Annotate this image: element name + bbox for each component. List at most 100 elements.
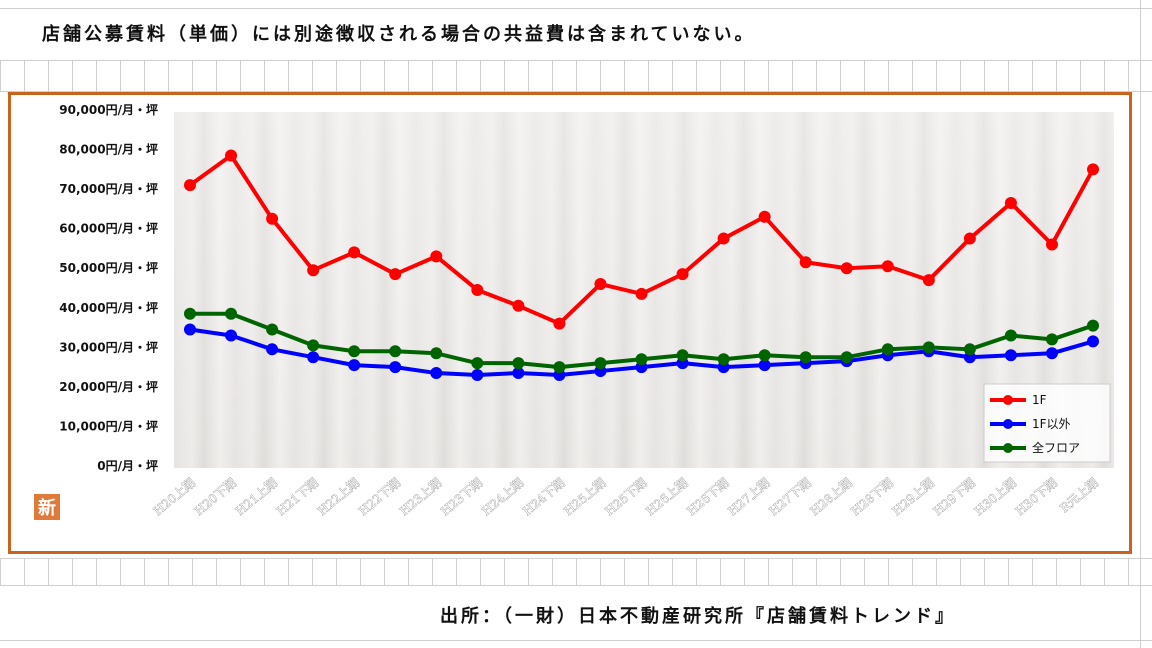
x-tick-label: H29上期 bbox=[890, 476, 937, 519]
data-point bbox=[1004, 196, 1017, 209]
x-tick-label: H28下期 bbox=[849, 476, 896, 519]
data-point bbox=[922, 341, 935, 354]
data-point bbox=[1045, 347, 1058, 360]
data-point bbox=[430, 367, 443, 380]
data-point bbox=[307, 264, 320, 277]
x-tick-label: H22上期 bbox=[315, 476, 362, 519]
data-point bbox=[676, 268, 689, 281]
y-tick-label: 0円/月・坪 bbox=[97, 459, 158, 473]
data-point bbox=[717, 353, 730, 366]
legend-label: 1F bbox=[1032, 393, 1047, 407]
data-point bbox=[1004, 349, 1017, 362]
x-tick-label: H21上期 bbox=[233, 476, 280, 519]
data-point bbox=[512, 299, 525, 312]
y-tick-label: 50,000円/月・坪 bbox=[59, 261, 158, 275]
data-point bbox=[348, 246, 361, 259]
data-point bbox=[266, 323, 279, 336]
legend-item: 1F以外 bbox=[990, 417, 1071, 431]
x-tick-label: H29下期 bbox=[931, 476, 978, 519]
data-point bbox=[1087, 319, 1099, 332]
series-layer bbox=[184, 149, 1099, 382]
sheet-line bbox=[0, 8, 1152, 9]
data-point bbox=[758, 210, 771, 223]
x-tick-label: H28上期 bbox=[808, 476, 855, 519]
data-point bbox=[471, 357, 484, 370]
legend-item: 全フロア bbox=[990, 440, 1080, 455]
y-tick-label: 80,000円/月・坪 bbox=[59, 143, 158, 157]
y-tick-label: 30,000円/月・坪 bbox=[59, 340, 158, 354]
data-point bbox=[1087, 163, 1099, 176]
x-tick-label: H23上期 bbox=[397, 476, 444, 519]
legend-marker bbox=[1003, 443, 1013, 453]
y-tick-label: 60,000円/月・坪 bbox=[59, 222, 158, 236]
data-point bbox=[471, 283, 484, 296]
data-point bbox=[1004, 329, 1017, 342]
chart-note: 店舗公募賃料（単価）には別途徴収される場合の共益費は含まれていない。 bbox=[42, 24, 756, 45]
data-point bbox=[635, 287, 648, 300]
x-axis: H20上期H20下期H21上期H21下期H22上期H22下期H23上期H23下期… bbox=[151, 475, 1102, 519]
new-badge: 新 bbox=[34, 494, 60, 520]
data-point bbox=[963, 232, 976, 245]
data-point bbox=[594, 278, 607, 291]
source-note: 出所：（一財）日本不動産研究所『店舗賃料トレンド』 bbox=[440, 606, 956, 627]
y-tick-label: 90,000円/月・坪 bbox=[59, 103, 158, 117]
x-tick-label: H25上期 bbox=[561, 476, 608, 519]
legend-item: 1F bbox=[990, 393, 1047, 407]
series-全フロア bbox=[184, 307, 1099, 374]
data-point bbox=[881, 343, 894, 356]
data-point bbox=[430, 250, 443, 263]
y-tick-label: 40,000円/月・坪 bbox=[59, 301, 158, 315]
x-tick-label: H23下期 bbox=[438, 476, 485, 519]
sheet-grid-bottom bbox=[0, 558, 1152, 586]
data-point bbox=[717, 232, 730, 245]
data-point bbox=[840, 351, 853, 364]
data-point bbox=[512, 367, 525, 380]
y-tick-label: 70,000円/月・坪 bbox=[59, 182, 158, 196]
x-tick-label: H20上期 bbox=[151, 476, 198, 519]
data-point bbox=[758, 359, 771, 372]
data-point bbox=[594, 357, 607, 370]
y-tick-label: 20,000円/月・坪 bbox=[59, 380, 158, 394]
data-point bbox=[1045, 333, 1058, 346]
data-point bbox=[266, 212, 279, 225]
data-point bbox=[307, 351, 320, 364]
legend-label: 1F以外 bbox=[1032, 417, 1071, 431]
x-tick-label: H30上期 bbox=[972, 476, 1019, 519]
data-point bbox=[348, 345, 361, 358]
x-tick-label: H21下期 bbox=[274, 476, 321, 519]
legend-label: 全フロア bbox=[1032, 440, 1080, 455]
sheet-line-right bbox=[1140, 0, 1141, 648]
data-point bbox=[389, 268, 402, 281]
data-point bbox=[553, 317, 566, 330]
data-point bbox=[635, 353, 648, 366]
y-axis: 0円/月・坪 10,000円/月・坪 20,000円/月・坪 30,000円/月・坪 4… bbox=[59, 103, 158, 473]
x-tick-label: H26下期 bbox=[684, 476, 731, 519]
data-point bbox=[881, 260, 894, 273]
sheet-grid-top bbox=[0, 60, 1152, 92]
legend-marker bbox=[1003, 395, 1013, 405]
x-tick-label: H27下期 bbox=[767, 476, 814, 519]
data-point bbox=[307, 339, 320, 352]
x-tick-label: H26上期 bbox=[643, 476, 690, 519]
x-tick-label: H20下期 bbox=[192, 476, 239, 519]
data-point bbox=[225, 149, 238, 162]
data-point bbox=[840, 262, 853, 275]
data-point bbox=[758, 349, 771, 362]
data-point bbox=[225, 307, 238, 320]
x-tick-label: H24上期 bbox=[479, 476, 526, 519]
legend-marker bbox=[1003, 419, 1013, 429]
data-point bbox=[389, 345, 402, 358]
data-point bbox=[1087, 335, 1099, 348]
data-point bbox=[512, 357, 525, 370]
x-tick-label: H27上期 bbox=[725, 476, 772, 519]
x-tick-label: H25下期 bbox=[602, 476, 649, 519]
data-point bbox=[799, 256, 812, 269]
data-point bbox=[963, 343, 976, 356]
data-point bbox=[348, 359, 361, 372]
data-point bbox=[184, 307, 196, 320]
x-tick-label: H24下期 bbox=[520, 476, 567, 519]
x-tick-label: H30下期 bbox=[1013, 476, 1060, 519]
data-point bbox=[922, 274, 935, 287]
